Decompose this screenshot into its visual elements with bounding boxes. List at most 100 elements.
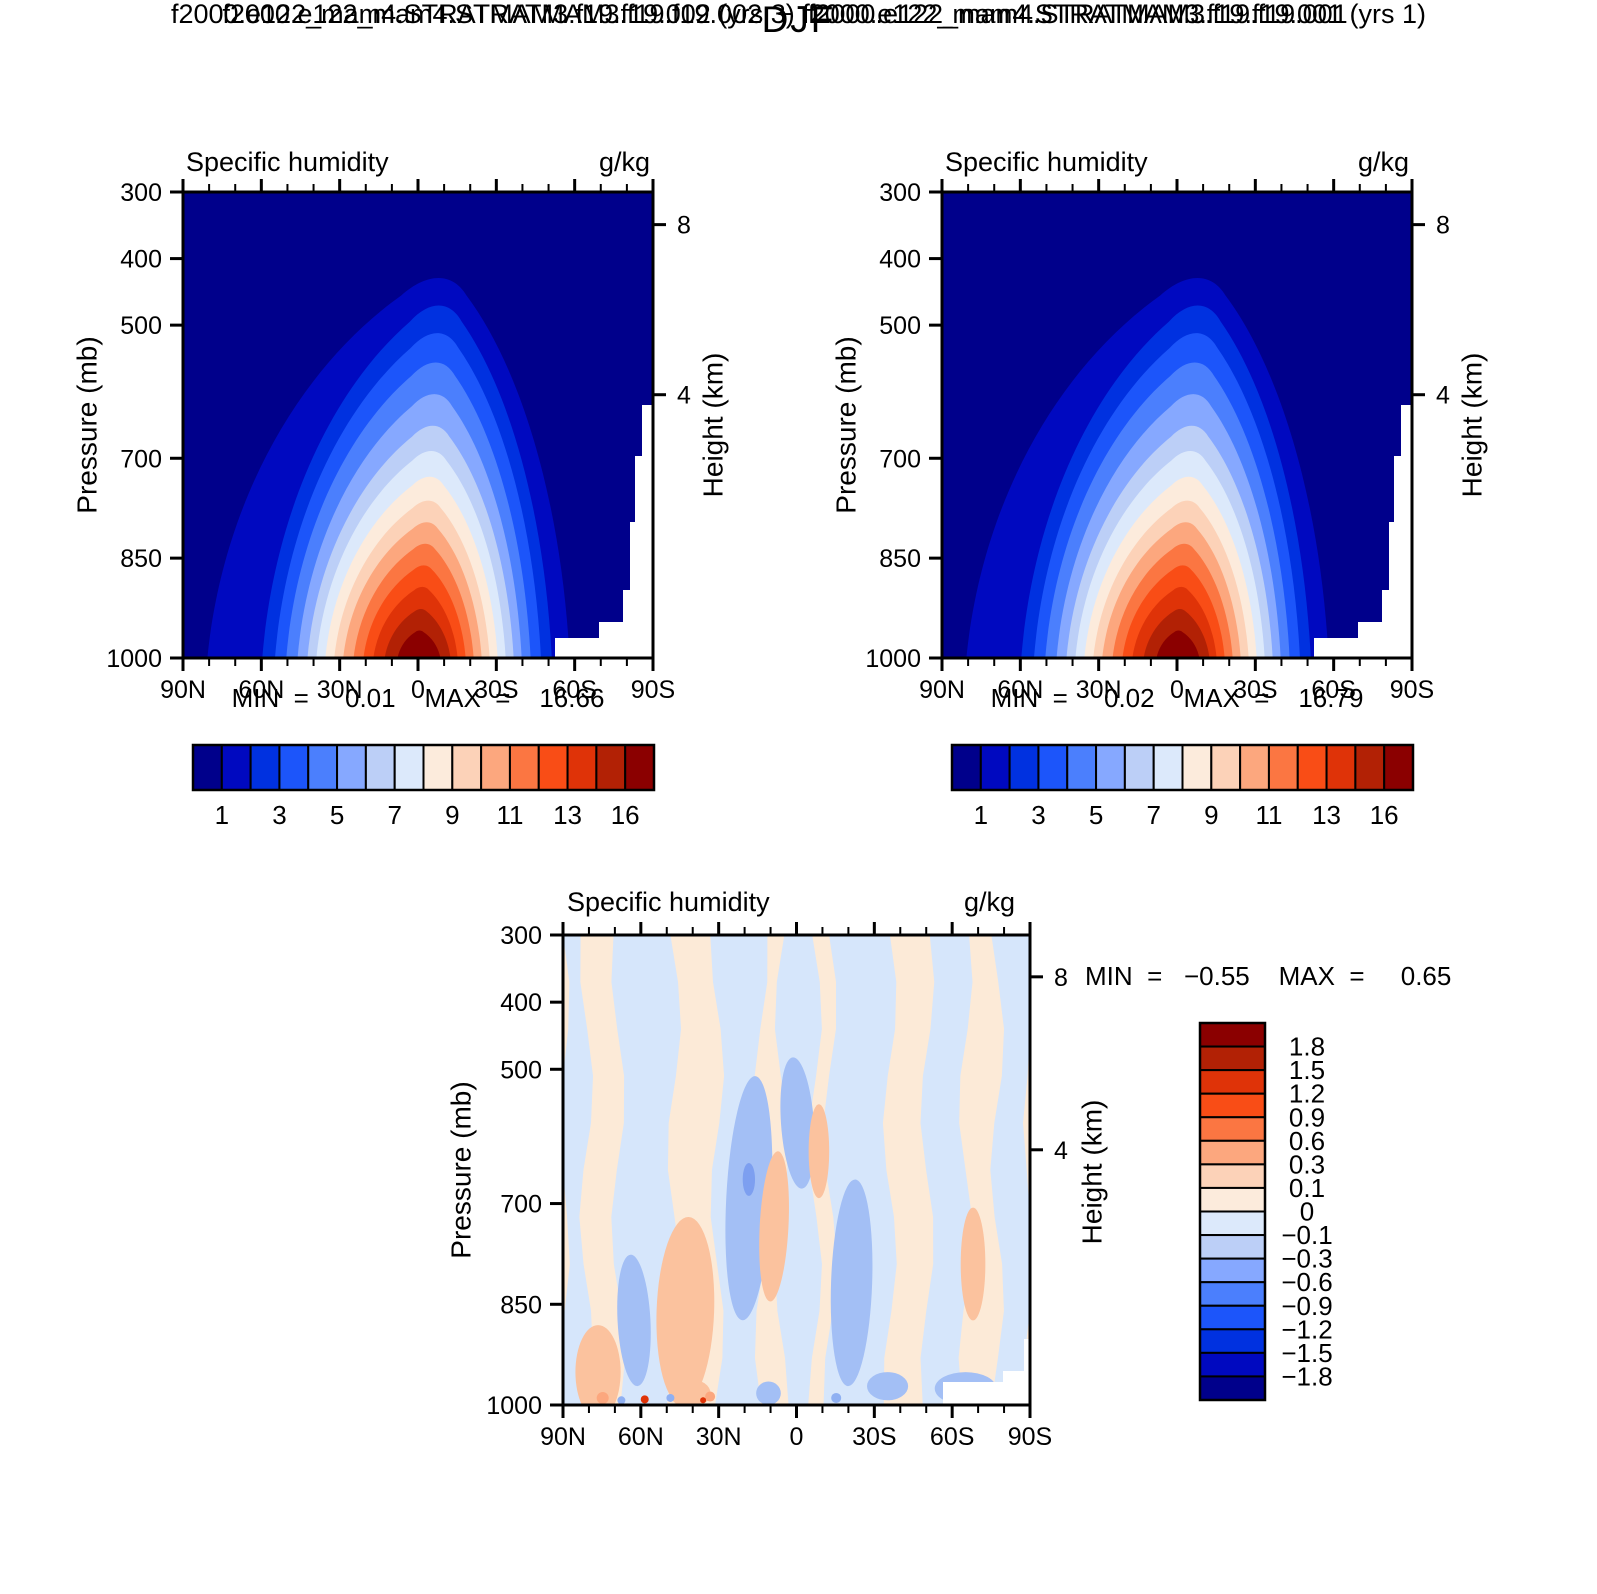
y-tick-label: 500: [879, 312, 921, 340]
colorbar-cell: [1199, 1139, 1266, 1166]
topography-mask: [943, 1339, 1030, 1405]
colorbar-label: 3: [1031, 800, 1045, 830]
contour-panel-difference: 90N 60N 30N 0 30S 60S 90S 300 400 500 700 850 1000 8 4: [486, 922, 1068, 1451]
y-tick-label: 400: [120, 246, 162, 274]
x-tick-label: 30N: [317, 676, 363, 704]
colorbar-cell: [1199, 1116, 1266, 1142]
contour-speck: [596, 1391, 609, 1404]
x-tick-label: 60S: [552, 676, 596, 704]
x-tick-label: 30N: [1076, 676, 1122, 704]
colorbar-cell: [1181, 744, 1213, 791]
colorbar-label: 7: [1146, 800, 1160, 830]
y-tick-label: 500: [500, 1056, 542, 1084]
y-tick-label: 700: [120, 445, 162, 473]
colorbar-label: 5: [330, 800, 344, 830]
colorbar-cell: [1239, 744, 1270, 791]
x-tick-label: 30S: [1233, 676, 1277, 704]
contour-blob: [742, 1162, 756, 1196]
colorbar-cell: [1199, 1351, 1266, 1378]
colorbar-cell: [1123, 744, 1155, 791]
y-tick-label: 500: [120, 312, 162, 340]
colorbar-cell: [1199, 1022, 1266, 1048]
colorbar-label: −0.6: [1281, 1267, 1332, 1297]
contour-blob: [867, 1372, 909, 1401]
y-tick-label: 300: [500, 922, 542, 950]
panelD-ylabel: Pressure (mb): [445, 1081, 477, 1259]
colorbar-cell: [336, 744, 367, 791]
y-tick-label: 700: [879, 445, 921, 473]
colorbar-label: 7: [387, 800, 401, 830]
colorbar-cell: [307, 744, 339, 791]
contour-speck: [700, 1397, 707, 1404]
y-tick-label: 300: [879, 179, 921, 207]
y-tick-label: 850: [879, 545, 921, 573]
colorbar-cell: [364, 744, 396, 791]
panelA-minmax: MIN = 0.01 MAX = 16.66: [231, 683, 605, 713]
colorbar-cell: [220, 744, 252, 791]
colorbar-cell: [1199, 1163, 1266, 1189]
colorbar-cell: [1199, 1281, 1266, 1307]
x-tick-label: 60N: [618, 1423, 664, 1451]
colorbar-label: 1.8: [1289, 1032, 1325, 1062]
panelB-units: g/kg: [1357, 147, 1409, 177]
colorbar-cell: [1037, 744, 1069, 791]
figure-subtitle: f2000.e122_mam4.STRATMAM3.f19.f19.002 (y…: [170, 0, 1427, 29]
colorbar-frame: [1198, 1021, 1267, 1402]
y-tick-label: 700: [500, 1191, 542, 1219]
colorbar-label: −1.8: [1281, 1361, 1332, 1391]
colorbar-cell: [624, 744, 655, 791]
x-tick-label: 90N: [919, 676, 965, 704]
y-tick-label: 850: [120, 545, 162, 573]
contour-blob: [669, 1379, 711, 1405]
contour-field: [563, 935, 1030, 1405]
colorbar-difference: 1.81.51.20.90.60.30.10−0.1−0.3−0.6−0.9−1…: [1198, 1021, 1333, 1402]
x-tick-label: 30S: [852, 1423, 896, 1451]
contour-band: [1156, 630, 1200, 658]
colorbar-cell: [422, 744, 454, 791]
y2-tick-label: 4: [677, 382, 691, 410]
topography-mask: [1314, 405, 1412, 658]
y-tick-label: 1000: [106, 645, 162, 673]
colorbar-label: −0.3: [1281, 1244, 1332, 1274]
colorbar-label: −1.5: [1281, 1338, 1332, 1368]
y2-tick-label: 8: [1054, 964, 1068, 992]
contour-field: [183, 192, 653, 658]
difference-title: f2000.e122_mam4.STRATMAM3.f19.f19.002 − …: [222, 0, 1348, 29]
y2-tick-label: 4: [1436, 382, 1450, 410]
x-tick-label: 30S: [474, 676, 518, 704]
contour-band: [397, 630, 441, 658]
colorbar-label: 13: [1312, 800, 1341, 830]
contour-blob: [756, 1381, 781, 1405]
x-tick-label: 60S: [1311, 676, 1355, 704]
contour-speck: [831, 1392, 842, 1403]
panelD-units: g/kg: [963, 887, 1015, 917]
x-tick-label: 60N: [238, 676, 284, 704]
colorbar-cell: [1296, 744, 1328, 791]
colorbar-cell: [1267, 744, 1299, 791]
colorbar-cell: [1199, 1234, 1266, 1260]
contour-speck: [705, 1391, 716, 1402]
colorbar-cell: [1383, 744, 1414, 791]
x-tick-label: 90N: [160, 676, 206, 704]
colorbar-label: 5: [1089, 800, 1103, 830]
contour-speck: [666, 1393, 675, 1402]
contour-panel-run002: 90N 60N 30N 0 30S 60S 90S 300 400 500 700 850 1000 8 4: [106, 179, 691, 704]
topography-mask: [555, 405, 653, 658]
colorbar-cell: [1199, 1210, 1266, 1237]
colorbar-cell: [1095, 744, 1126, 791]
colorbar-cell: [1325, 744, 1357, 791]
panelA-title: Specific humidity: [186, 147, 389, 177]
contour-band: [990, 935, 1030, 1405]
contour-blob: [617, 1254, 651, 1387]
panelB-minmax: MIN = 0.02 MAX = 16.79: [990, 683, 1364, 713]
figure-title: DJF: [761, 0, 836, 40]
colorbar-run002: 1 3 5 7 9 11 13 16: [191, 743, 656, 830]
colorbar-label: −0.9: [1281, 1291, 1332, 1321]
colorbar-cell: [1199, 1257, 1266, 1284]
colorbar-cell: [1152, 744, 1184, 791]
colorbar-label: 1.2: [1289, 1079, 1325, 1109]
x-tick-label: 0: [1170, 676, 1184, 704]
contour-band: [563, 935, 594, 1405]
x-tick-label: 90N: [540, 1423, 586, 1451]
